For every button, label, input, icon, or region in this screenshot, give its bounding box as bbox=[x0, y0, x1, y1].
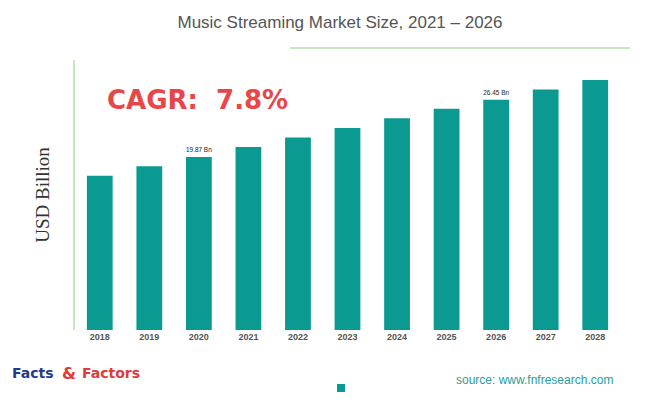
svg-text:source: www.fnfresearch.com: source: www.fnfresearch.com bbox=[456, 373, 613, 387]
svg-text:Music Streaming Market Size, 2: Music Streaming Market Size, 2021 – 2026 bbox=[177, 13, 502, 32]
svg-text:2026: 2026 bbox=[486, 332, 506, 342]
svg-text:26.45 Bn: 26.45 Bn bbox=[483, 89, 509, 96]
svg-text:2027: 2027 bbox=[536, 332, 556, 342]
svg-text:2023: 2023 bbox=[337, 332, 357, 342]
svg-text:Facts: Facts bbox=[12, 365, 54, 381]
svg-text:Factors: Factors bbox=[82, 365, 140, 381]
svg-text:2028: 2028 bbox=[585, 332, 605, 342]
svg-text:19.87 Bn: 19.87 Bn bbox=[186, 146, 212, 153]
svg-text:2021: 2021 bbox=[238, 332, 258, 342]
svg-text:2018: 2018 bbox=[90, 332, 110, 342]
svg-text:&: & bbox=[62, 364, 76, 383]
svg-text:2024: 2024 bbox=[387, 332, 407, 342]
svg-text:2019: 2019 bbox=[139, 332, 159, 342]
svg-text:2022: 2022 bbox=[288, 332, 308, 342]
svg-text:2025: 2025 bbox=[437, 332, 457, 342]
svg-text:2020: 2020 bbox=[189, 332, 209, 342]
svg-text:CAGR: 7.8%: CAGR: 7.8% bbox=[107, 85, 288, 115]
svg-text:USD Billion: USD Billion bbox=[32, 147, 53, 243]
